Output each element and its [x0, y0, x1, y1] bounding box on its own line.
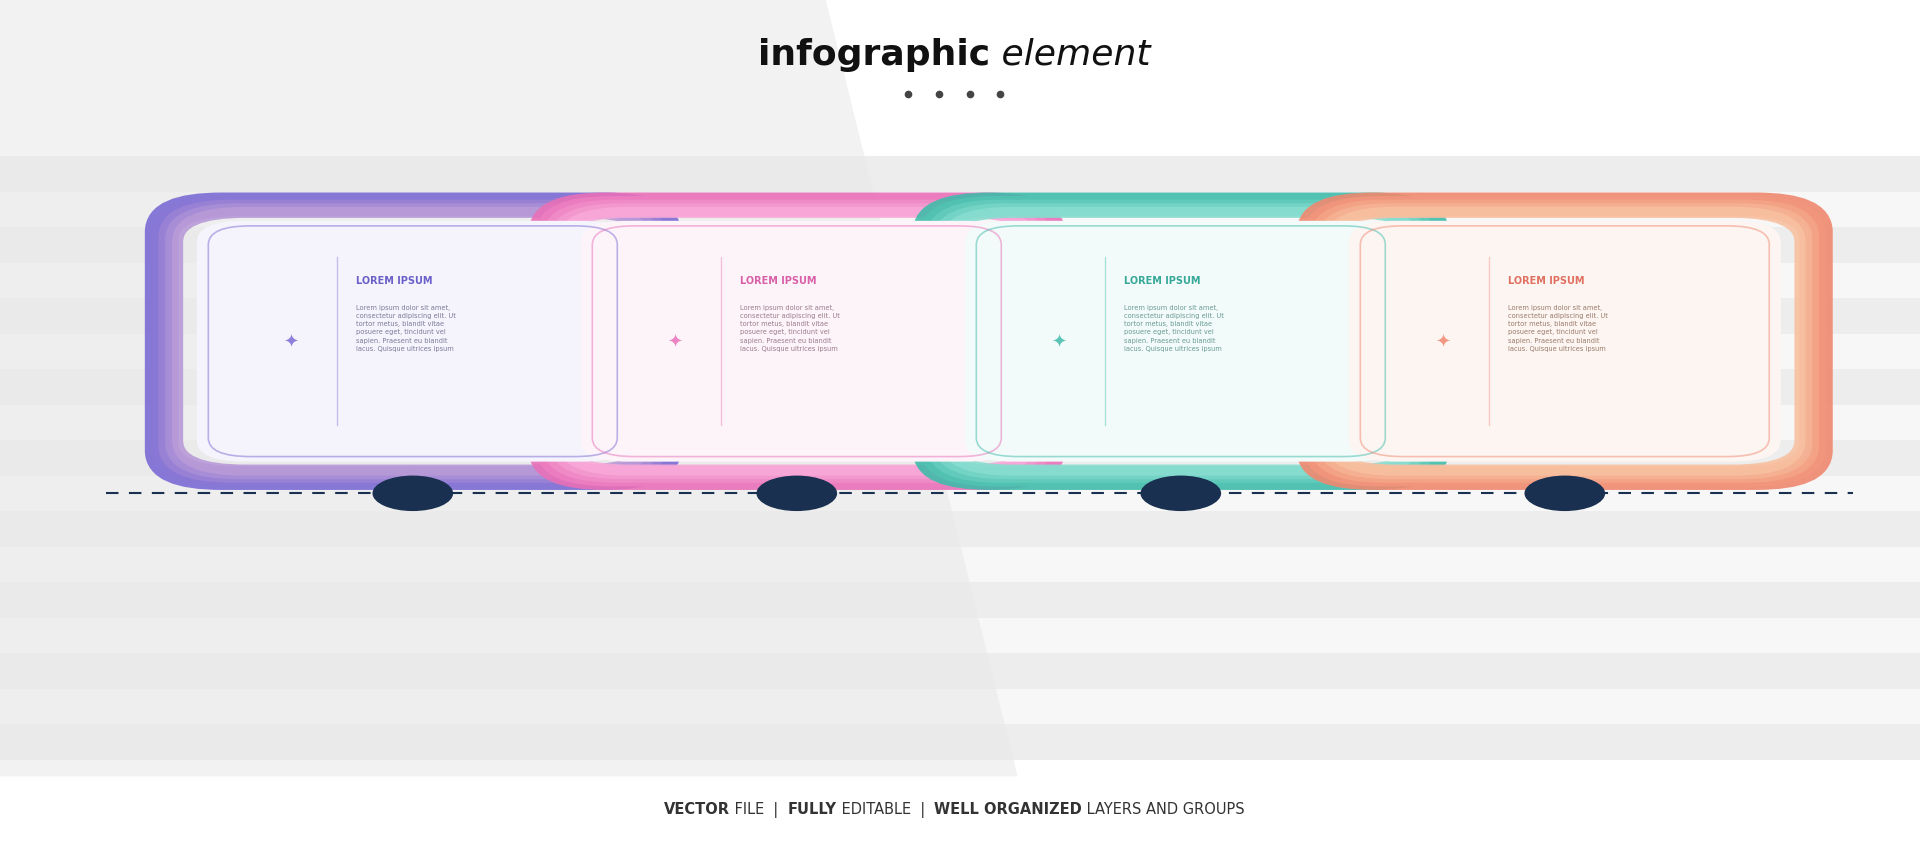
Text: infographic: infographic [758, 38, 991, 72]
Circle shape [372, 476, 453, 511]
Bar [0, 653, 1920, 689]
Bar [0, 334, 1920, 370]
Text: VECTOR: VECTOR [664, 801, 730, 816]
Bar [0, 405, 1920, 441]
Bar [0, 476, 1920, 511]
FancyBboxPatch shape [964, 221, 1396, 463]
Text: LAYERS AND GROUPS: LAYERS AND GROUPS [1083, 801, 1244, 816]
Bar [0, 263, 1920, 299]
Bar [0, 689, 1920, 724]
Text: ✦: ✦ [1436, 333, 1450, 351]
Text: ✦: ✦ [284, 333, 298, 351]
Text: |: | [910, 801, 935, 816]
Text: WELL ORGANIZED: WELL ORGANIZED [935, 801, 1083, 816]
Text: LOREM IPSUM: LOREM IPSUM [739, 276, 816, 285]
Circle shape [1524, 476, 1605, 511]
Circle shape [1140, 476, 1221, 511]
Bar [0, 618, 1920, 653]
Text: Lorem ipsum dolor sit amet,
consectetur adipiscing elit. Ut
tortor metus, blandi: Lorem ipsum dolor sit amet, consectetur … [355, 305, 457, 351]
Bar [0, 157, 1920, 192]
Bar [0, 441, 1920, 476]
Text: Lorem ipsum dolor sit amet,
consectetur adipiscing elit. Ut
tortor metus, blandi: Lorem ipsum dolor sit amet, consectetur … [1125, 305, 1225, 351]
FancyBboxPatch shape [198, 221, 630, 463]
Text: FULLY: FULLY [787, 801, 837, 816]
Polygon shape [0, 0, 1018, 776]
Text: Lorem ipsum dolor sit amet,
consectetur adipiscing elit. Ut
tortor metus, blandi: Lorem ipsum dolor sit amet, consectetur … [1507, 305, 1609, 351]
Bar [0, 192, 1920, 228]
FancyBboxPatch shape [1348, 221, 1780, 463]
Text: LOREM IPSUM: LOREM IPSUM [355, 276, 432, 285]
FancyBboxPatch shape [580, 221, 1014, 463]
Bar [0, 760, 1920, 844]
Text: ✦: ✦ [1052, 333, 1066, 351]
Text: ✦: ✦ [668, 333, 682, 351]
Text: FILE: FILE [730, 801, 764, 816]
Bar [0, 582, 1920, 618]
Circle shape [756, 476, 837, 511]
Text: Lorem ipsum dolor sit amet,
consectetur adipiscing elit. Ut
tortor metus, blandi: Lorem ipsum dolor sit amet, consectetur … [739, 305, 841, 351]
Bar [0, 547, 1920, 582]
Text: EDITABLE: EDITABLE [837, 801, 910, 816]
Bar [0, 724, 1920, 760]
Text: |: | [764, 801, 787, 816]
Bar [0, 511, 1920, 547]
Text: LOREM IPSUM: LOREM IPSUM [1507, 276, 1584, 285]
Text: element: element [991, 38, 1150, 72]
Text: LOREM IPSUM: LOREM IPSUM [1125, 276, 1200, 285]
Bar [0, 228, 1920, 263]
Bar [0, 299, 1920, 334]
Bar [0, 370, 1920, 405]
